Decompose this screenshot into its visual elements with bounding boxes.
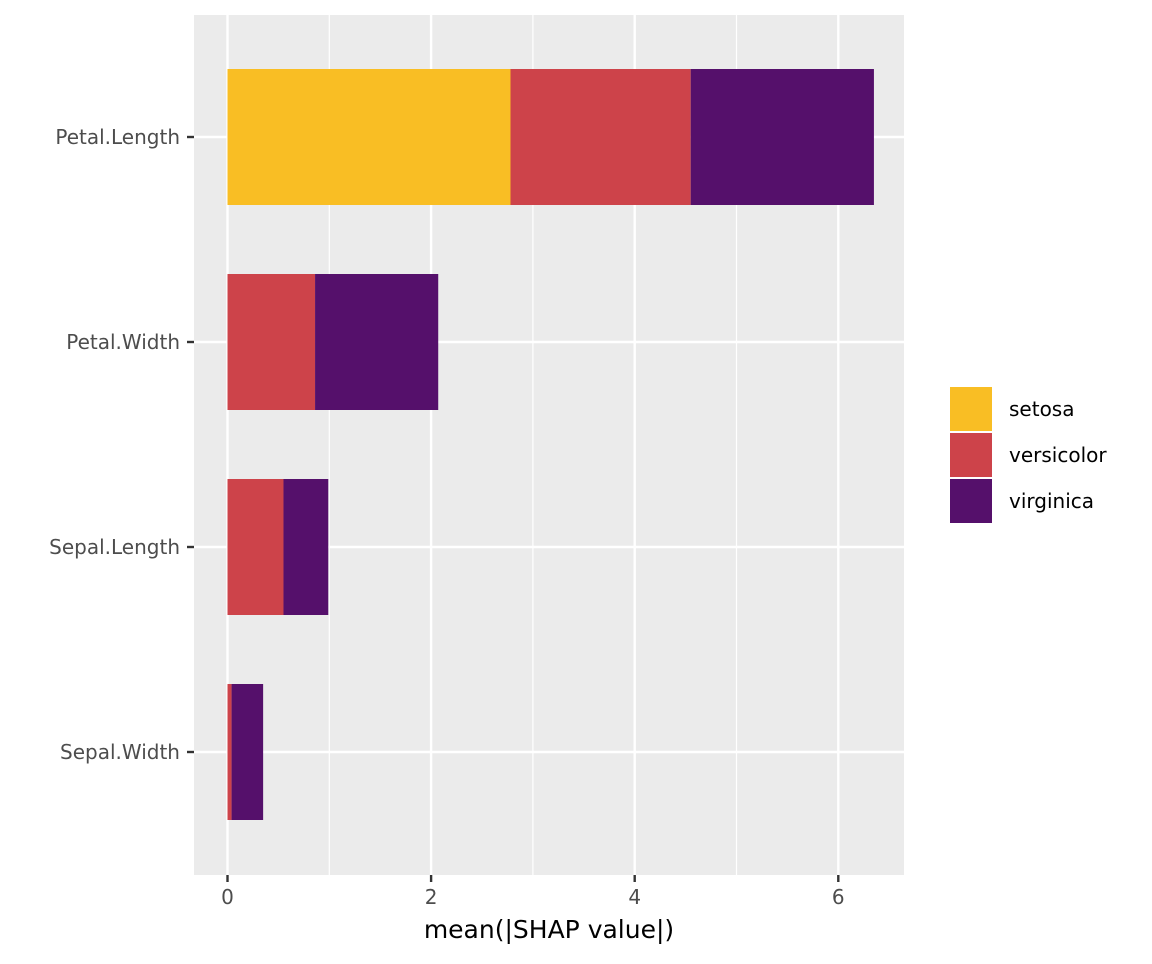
x-tick-label: 0 <box>221 885 234 909</box>
bar-setosa-petal-length <box>227 69 511 205</box>
legend-key-virginica <box>948 477 994 525</box>
bar-virginica-petal-length <box>690 69 874 205</box>
x-axis-title: mean(|SHAP value|) <box>424 915 674 944</box>
bar-virginica-petal-width <box>315 274 439 410</box>
bar-versicolor-petal-length <box>510 69 691 205</box>
legend-label-virginica: virginica <box>1009 489 1094 513</box>
bar-versicolor-sepal-length <box>227 479 284 615</box>
bar-versicolor-sepal-width <box>227 684 232 820</box>
legend-key-versicolor <box>948 431 994 479</box>
x-tick-label: 2 <box>425 885 438 909</box>
x-tick-label: 6 <box>832 885 845 909</box>
legend-label-versicolor: versicolor <box>1009 443 1107 467</box>
y-tick-label: Petal.Width <box>66 330 180 354</box>
legend-label-setosa: setosa <box>1009 397 1074 421</box>
y-tick-label: Petal.Length <box>55 125 180 149</box>
bar-virginica-sepal-width <box>231 684 264 820</box>
x-tick-label: 4 <box>628 885 641 909</box>
bar-virginica-sepal-length <box>283 479 329 615</box>
legend: setosa versicolor virginica <box>948 385 1107 525</box>
bar-versicolor-petal-width <box>227 274 316 410</box>
legend-key-setosa <box>948 385 994 433</box>
y-tick-label: Sepal.Width <box>60 740 180 764</box>
y-tick-label: Sepal.Length <box>49 535 180 559</box>
